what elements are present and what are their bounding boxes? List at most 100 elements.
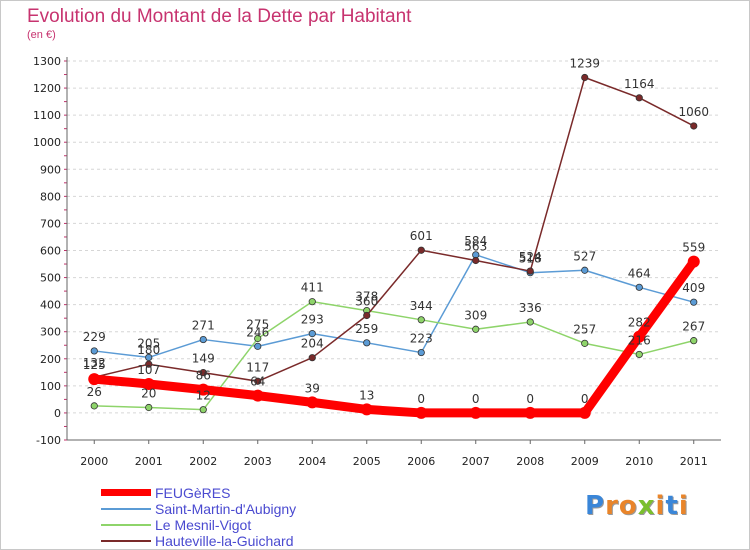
data-label-3: 1164 xyxy=(624,77,655,91)
data-label-0: 64 xyxy=(250,375,265,389)
line-chart: -100010020030040050060070080090010001100… xyxy=(33,55,721,468)
data-point-2 xyxy=(635,350,643,359)
data-label-3: 563 xyxy=(464,240,487,254)
data-point-3 xyxy=(635,94,643,102)
data-point-3 xyxy=(145,360,153,368)
logo-letter: i xyxy=(678,491,689,521)
y-tick-label: 400 xyxy=(40,299,61,312)
x-tick-label: 2011 xyxy=(680,455,708,468)
data-point-1 xyxy=(254,342,262,350)
data-point-0 xyxy=(633,330,646,343)
y-tick-label: 700 xyxy=(40,217,61,230)
y-tick-label: 300 xyxy=(40,326,61,339)
legend-label-feugeres: FEUGèRES xyxy=(155,485,231,501)
x-tick-label: 2006 xyxy=(407,455,435,468)
x-tick-label: 2005 xyxy=(353,455,381,468)
data-point-1 xyxy=(363,339,371,347)
data-point-0 xyxy=(578,406,591,419)
data-label-3: 204 xyxy=(301,337,324,351)
data-point-1 xyxy=(581,266,589,274)
data-point-1 xyxy=(690,298,698,306)
x-tick-label: 2001 xyxy=(135,455,163,468)
series-line-3 xyxy=(94,76,695,383)
data-point-0 xyxy=(251,389,264,402)
data-label-3: 149 xyxy=(192,352,215,366)
series-lines xyxy=(88,73,700,419)
axes: -100010020030040050060070080090010001100… xyxy=(33,55,721,468)
data-label-1: 584 xyxy=(464,234,487,248)
x-tick-label: 2002 xyxy=(189,455,217,468)
data-point-3 xyxy=(690,122,698,130)
legend-swatch-hauteville xyxy=(101,540,151,542)
data-label-1: 464 xyxy=(628,266,651,280)
data-label-1: 293 xyxy=(301,313,324,327)
data-point-2 xyxy=(690,337,698,345)
data-point-3 xyxy=(417,246,425,254)
data-label-0: 13 xyxy=(359,388,374,402)
x-tick-label: 2010 xyxy=(625,455,653,468)
logo-letter: t xyxy=(665,491,679,521)
logo-letter: i xyxy=(655,491,666,521)
data-point-0 xyxy=(142,377,155,390)
data-label-1: 259 xyxy=(355,322,378,336)
proxiti-logo: Proxiti xyxy=(585,491,689,521)
data-point-1 xyxy=(308,330,316,338)
y-tick-label: 500 xyxy=(40,272,61,285)
data-point-0 xyxy=(469,406,482,419)
legend-swatch-saint-martin xyxy=(101,508,151,510)
legend-item-saint-martin: Saint-Martin-d'Aubigny xyxy=(101,501,421,517)
x-tick-label: 2008 xyxy=(516,455,544,468)
legend-swatch-mesnil-vigot xyxy=(101,524,151,526)
logo-letter: r xyxy=(605,491,619,521)
data-label-0: 559 xyxy=(682,241,705,255)
y-tick-label: 100 xyxy=(40,380,61,393)
data-label-2: 309 xyxy=(464,308,487,322)
data-label-0: 0 xyxy=(417,392,425,406)
data-point-2 xyxy=(199,406,207,414)
logo-letter: P xyxy=(585,491,606,521)
data-label-2: 378 xyxy=(355,290,378,304)
y-tick-label: 1000 xyxy=(33,136,61,149)
data-point-2 xyxy=(90,402,98,410)
data-label-2: 20 xyxy=(141,387,156,401)
x-tick-label: 2003 xyxy=(244,455,272,468)
data-label-0: 39 xyxy=(305,381,320,395)
series-line-1 xyxy=(94,254,694,359)
data-point-0 xyxy=(524,406,537,419)
x-tick-label: 2009 xyxy=(571,455,599,468)
data-point-2 xyxy=(308,298,316,306)
data-label-0: 86 xyxy=(196,369,211,383)
data-point-0 xyxy=(306,396,319,409)
data-label-0: 125 xyxy=(83,358,106,372)
data-label-3: 1060 xyxy=(678,105,709,119)
data-label-0: 282 xyxy=(628,316,651,330)
data-label-1: 205 xyxy=(137,336,160,350)
data-point-2 xyxy=(254,334,262,343)
y-tick-label: 0 xyxy=(54,407,61,420)
data-label-2: 411 xyxy=(301,281,324,295)
legend-swatch-feugeres xyxy=(101,489,151,496)
series-line-2 xyxy=(94,300,694,411)
data-label-0: 0 xyxy=(526,392,534,406)
data-label-2: 267 xyxy=(682,320,705,334)
data-point-0 xyxy=(415,406,428,419)
data-label-3: 524 xyxy=(519,250,542,264)
series-line-0 xyxy=(93,258,698,418)
data-label-3: 601 xyxy=(410,229,433,243)
x-tick-label: 2004 xyxy=(298,455,326,468)
logo-letter: x xyxy=(637,491,656,521)
data-label-3: 360 xyxy=(355,294,378,308)
data-label-1: 409 xyxy=(682,281,705,295)
data-labels: 229 205 271 246 293 259 223 584 518 527 464 409 26 20… xyxy=(83,57,709,406)
data-point-2 xyxy=(581,339,589,347)
chart-title: Evolution du Montant de la Dette par Hab… xyxy=(27,6,412,27)
unit-label: (en €) xyxy=(27,29,56,41)
y-tick-label: 200 xyxy=(40,353,61,366)
data-label-0: 0 xyxy=(472,392,480,406)
data-label-1: 518 xyxy=(519,252,542,266)
data-point-0 xyxy=(197,383,210,396)
data-label-2: 26 xyxy=(87,385,102,399)
x-tick-label: 2000 xyxy=(80,455,108,468)
y-tick-label: 800 xyxy=(40,190,61,203)
